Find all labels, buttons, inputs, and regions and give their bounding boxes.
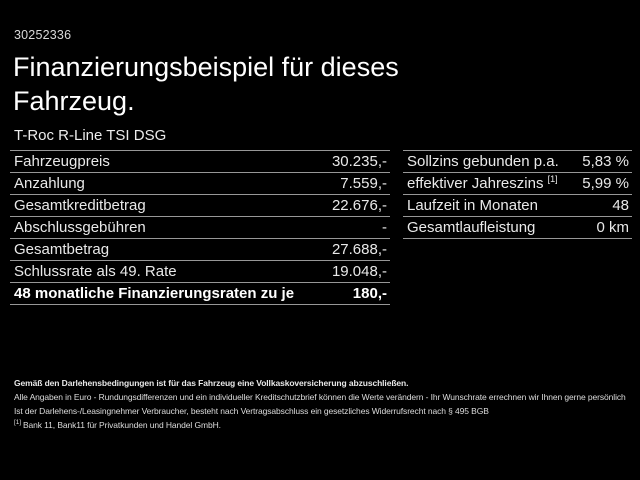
table-row: Laufzeit in Monaten 48	[403, 194, 632, 216]
row-value: 19.048,-	[331, 263, 387, 280]
row-value: 5,99 %	[582, 175, 629, 192]
row-value: 22.676,-	[331, 197, 387, 214]
row-label: Abschlussgebühren	[14, 219, 146, 236]
legal-footer: Gemäß den Darlehensbedingungen ist für d…	[14, 376, 634, 432]
footnote-marker: [1]	[14, 419, 21, 427]
table-row: Sollzins gebunden p.a. 5,83 %	[403, 150, 632, 172]
row-value: 27.688,-	[331, 241, 387, 258]
table-row: Anzahlung 7.559,-	[10, 172, 390, 194]
table-row: Gesamtlaufleistung 0 km	[403, 216, 632, 238]
row-label: Laufzeit in Monaten	[407, 197, 538, 214]
table-row: effektiver Jahreszins [1] 5,99 %	[403, 172, 632, 194]
row-value: 5,83 %	[582, 153, 629, 170]
insurance-note: Gemäß den Darlehensbedingungen ist für d…	[14, 378, 409, 388]
table-row: Schlussrate als 49. Rate 19.048,-	[10, 260, 390, 282]
row-label: Sollzins gebunden p.a.	[407, 153, 559, 170]
row-label: 48 monatliche Finanzierungsraten zu je	[14, 285, 295, 302]
withdrawal-note: Ist der Darlehens-/Leasingnehmer Verbrau…	[14, 406, 489, 416]
disclaimer-note: Alle Angaben in Euro - Rundungsdifferenz…	[14, 392, 626, 402]
finance-table: Fahrzeugpreis 30.235,- Anzahlung 7.559,-…	[10, 150, 390, 305]
bank-footnote: [1] Bank 11, Bank11 für Privatkunden und …	[14, 418, 634, 432]
row-label: Gesamtbetrag	[14, 241, 110, 258]
conditions-table: Sollzins gebunden p.a. 5,83 % effektiver…	[403, 150, 632, 239]
row-label: Schlussrate als 49. Rate	[14, 263, 177, 280]
footnote-marker: [1]	[547, 174, 558, 184]
row-label: Anzahlung	[14, 175, 85, 192]
row-label: Gesamtlaufleistung	[407, 219, 536, 236]
page-title: Finanzierungsbeispiel für dieses Fahrzeu…	[13, 50, 399, 118]
row-label: Gesamtkreditbetrag	[14, 197, 146, 214]
table-row: Abschlussgebühren -	[10, 216, 390, 238]
page-title-line-2: Fahrzeug.	[13, 86, 135, 116]
row-value: 7.559,-	[340, 175, 387, 192]
table-row: Gesamtbetrag 27.688,-	[10, 238, 390, 260]
row-value: 48	[612, 197, 629, 214]
row-value: 30.235,-	[331, 153, 387, 170]
footnote-text: Bank 11, Bank11 für Privatkunden und Han…	[22, 420, 221, 430]
table-row: Gesamtkreditbetrag 22.676,-	[10, 194, 390, 216]
row-value: 0 km	[596, 219, 629, 236]
row-label: effektiver Jahreszins	[407, 175, 548, 192]
row-label: Fahrzeugpreis	[14, 153, 110, 170]
table-row: Fahrzeugpreis 30.235,-	[10, 150, 390, 172]
table-row-monthly-rate: 48 monatliche Finanzierungsraten zu je 1…	[10, 282, 390, 304]
vehicle-model: T-Roc R-Line TSI DSG	[14, 127, 167, 144]
row-value: -	[382, 219, 387, 236]
page-title-line-1: Finanzierungsbeispiel für dieses	[13, 52, 399, 82]
vehicle-id: 30252336	[14, 28, 72, 42]
row-value: 180,-	[352, 285, 387, 302]
